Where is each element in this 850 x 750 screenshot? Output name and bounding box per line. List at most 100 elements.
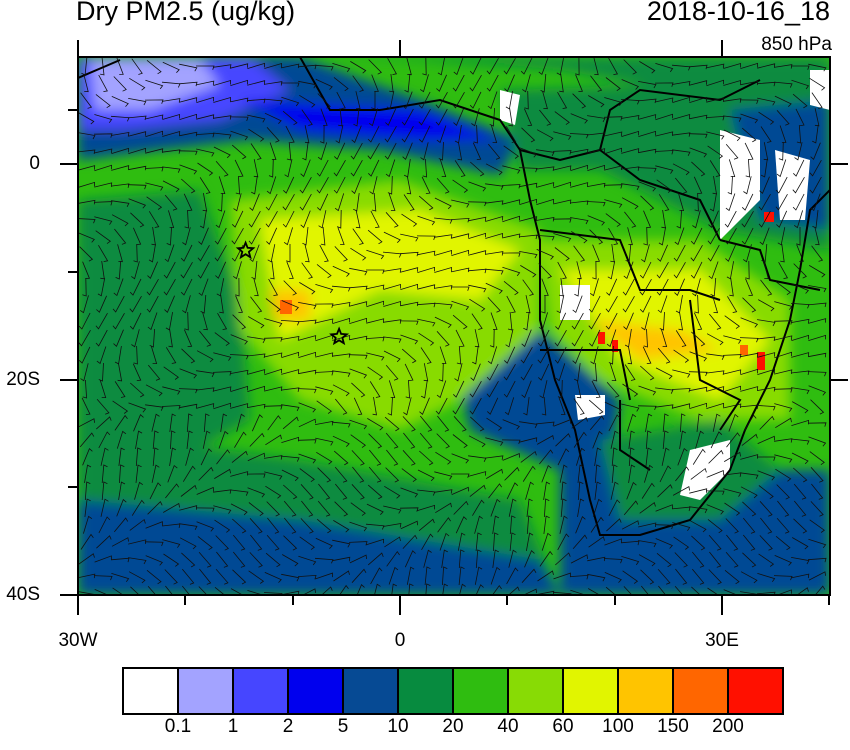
wind-barb <box>253 278 259 297</box>
wind-barb <box>314 557 334 564</box>
wind-barb <box>485 468 503 479</box>
wind-barb <box>641 482 655 499</box>
colorbar-swatch <box>122 667 179 715</box>
wind-barb <box>384 416 400 432</box>
wind-barb <box>336 209 342 229</box>
wind-barb <box>334 398 348 415</box>
wind-barb <box>689 80 708 86</box>
wind-barb <box>198 551 212 568</box>
wind-barb <box>181 348 196 364</box>
wind-barb <box>638 114 657 120</box>
wind-barb <box>197 261 210 279</box>
wind-barb <box>267 517 280 534</box>
wind-barb <box>333 450 349 466</box>
wind-barb <box>808 334 827 341</box>
wind-barb <box>147 501 163 515</box>
wind-barb <box>793 518 808 534</box>
wind-barb <box>472 346 479 365</box>
wind-barb <box>621 183 640 191</box>
wind-barb <box>659 465 672 483</box>
wind-barb <box>167 464 178 483</box>
wind-barb <box>594 447 602 466</box>
lon-label-30e: 30E <box>705 630 739 651</box>
wind-barb <box>366 249 385 260</box>
wind-barb <box>332 370 351 377</box>
wind-barb <box>181 178 196 194</box>
wind-barb <box>519 198 538 205</box>
wind-barb <box>163 553 180 567</box>
wind-barb <box>405 379 411 399</box>
wind-barb <box>485 282 503 294</box>
wind-barb <box>555 312 567 330</box>
wind-barb <box>304 244 310 263</box>
wind-barb <box>145 404 164 411</box>
wind-barb <box>655 538 673 549</box>
wind-barb <box>367 125 380 143</box>
wind-barb <box>250 143 262 160</box>
wind-barb <box>808 318 827 324</box>
wind-barb <box>146 196 163 210</box>
wind-barb <box>468 232 487 239</box>
wind-barb <box>588 588 601 595</box>
wind-barb <box>723 129 741 142</box>
wind-barb <box>623 500 639 516</box>
wind-barb <box>332 556 351 562</box>
wind-barb <box>776 517 790 534</box>
wind-barb <box>487 143 501 160</box>
wind-barb <box>638 385 657 396</box>
wind-barb <box>791 370 810 375</box>
wind-barb <box>486 417 503 431</box>
wind-barb <box>78 218 96 224</box>
wind-barb <box>82 379 88 399</box>
wind-barb <box>349 317 368 324</box>
wind-barb <box>417 318 436 327</box>
wind-barb <box>96 295 107 313</box>
wind-barb <box>164 194 178 211</box>
wind-barb <box>673 536 690 550</box>
wind-barb <box>316 518 332 534</box>
wind-barb <box>334 483 348 500</box>
wind-barb <box>475 549 482 569</box>
wind-barb <box>435 502 452 514</box>
wind-barb <box>231 228 244 245</box>
wind-barb <box>489 328 495 348</box>
wind-barb <box>594 464 601 484</box>
wind-barb <box>742 501 757 517</box>
wind-barb <box>265 552 281 568</box>
wind-barb <box>536 149 555 157</box>
wind-barb <box>214 245 227 262</box>
wind-barb <box>399 507 419 512</box>
wind-barb <box>435 108 448 126</box>
wind-barb <box>724 569 740 585</box>
wind-barb <box>723 385 742 393</box>
wind-barb <box>777 500 790 517</box>
wind-barb <box>757 97 776 106</box>
wind-barb <box>458 566 465 586</box>
wind-barb <box>624 364 636 381</box>
wind-barb <box>655 404 674 409</box>
wind-barb <box>435 397 448 415</box>
wind-barb <box>624 211 637 228</box>
wind-barb <box>180 484 197 497</box>
wind-barb <box>810 142 821 160</box>
wind-barb <box>520 347 533 364</box>
wind-barb <box>776 110 790 126</box>
wind-barb <box>149 482 162 500</box>
wind-barb <box>570 148 589 154</box>
wind-barb <box>519 216 538 222</box>
wind-barb <box>589 329 601 347</box>
wind-barb <box>537 329 550 347</box>
wind-barb <box>282 416 299 430</box>
wind-barb <box>163 366 179 380</box>
wind-barb <box>213 96 232 103</box>
wind-barb <box>352 466 365 483</box>
wind-barb <box>300 484 314 500</box>
wind-barb <box>235 175 241 195</box>
wind-barb <box>111 147 130 154</box>
wind-barb <box>757 368 776 375</box>
wind-barb <box>367 366 384 380</box>
wind-barb <box>575 74 583 92</box>
wind-barb <box>300 210 311 229</box>
wind-barb <box>621 79 639 90</box>
wind-barb <box>470 363 481 381</box>
